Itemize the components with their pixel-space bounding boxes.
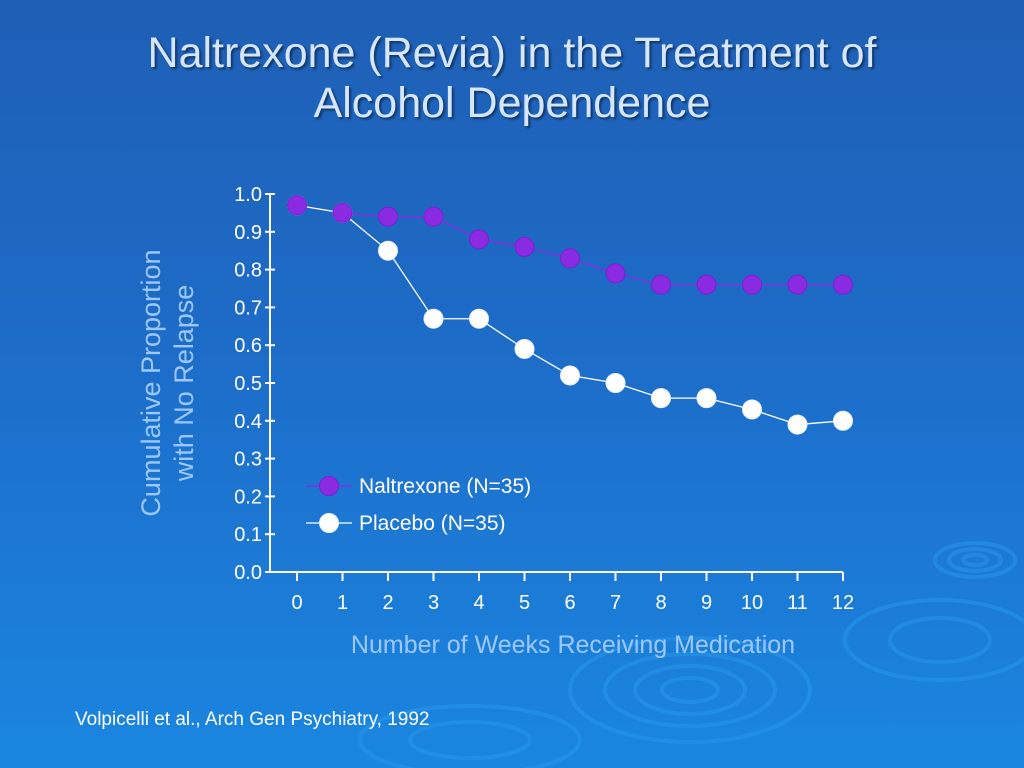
y-tick-label: 0.0 [234,562,262,584]
data-point-naltrexone [696,274,717,295]
x-tick-label: 12 [832,592,854,614]
data-point-placebo [469,308,489,329]
x-axis-title: Number of Weeks Receiving Medication [351,631,795,659]
data-point-naltrexone [560,248,580,269]
data-point-naltrexone [514,236,535,257]
data-point-placebo [696,388,717,409]
x-tick-label: 4 [473,592,484,614]
data-point-naltrexone [651,274,671,295]
y-tick-label: 1.0 [234,184,262,206]
data-point-naltrexone [332,202,353,223]
x-tick-label: 3 [428,592,439,614]
x-tick-label: 6 [564,592,575,614]
y-tick-label: 0.5 [234,373,262,395]
data-point-placebo [560,365,580,386]
x-tick-label: 8 [655,592,666,614]
y-axis-title: Cumulative Proportion with No Relapse [136,249,199,516]
legend-marker-placebo [319,513,339,533]
y-tick-label: 0.2 [234,486,262,508]
data-point-placebo [378,240,398,261]
y-tick-label: 0.6 [234,335,262,357]
y-tick-label: 0.3 [234,449,262,471]
data-point-naltrexone [742,274,762,295]
slide-title: Naltrexone (Revia) in the Treatment of A… [40,28,984,128]
x-tick-label: 0 [291,592,302,614]
x-tick-label: 7 [610,592,621,614]
title-line-1: Naltrexone (Revia) in the Treatment of [147,29,877,77]
data-point-placebo [742,399,762,420]
data-point-placebo [423,308,444,329]
x-tick-label: 2 [382,592,393,614]
x-tick-label: 1 [337,592,348,614]
data-point-placebo [514,338,535,359]
data-point-naltrexone [469,229,489,250]
data-point-placebo [833,410,853,431]
data-point-naltrexone [833,274,853,295]
data-point-naltrexone [378,206,398,227]
data-point-naltrexone [787,274,808,295]
y-axis-title-line: with No Relapse [169,285,199,483]
series-line-placebo [296,204,844,426]
legend-marker-naltrexone [319,476,339,496]
citation: Volpicelli et al., Arch Gen Psychiatry, … [75,709,430,730]
data-point-naltrexone [605,263,626,284]
data-point-placebo [787,414,808,435]
y-tick-label: 0.7 [234,297,262,319]
x-tick-label: 11 [787,592,808,614]
x-tick-label: 5 [519,592,530,614]
data-point-placebo [651,388,671,409]
y-tick-label: 0.1 [234,524,262,546]
y-axis-title-line: Cumulative Proportion [136,249,166,516]
legend-label-naltrexone: Naltrexone (N=35) [359,475,531,498]
y-tick-label: 0.4 [234,411,262,433]
y-tick-label: 0.8 [234,260,262,282]
title-line-2: Alcohol Dependence [313,79,711,127]
data-point-naltrexone [287,195,307,216]
legend-label-placebo: Placebo (N=35) [359,512,506,535]
relapse-survival-chart: 0.00.10.20.30.40.50.60.70.80.91.00 1 2 3 4 5 6… [136,184,854,659]
data-point-naltrexone [423,206,444,227]
data-point-placebo [605,373,626,393]
x-tick-label: 9 [701,592,712,614]
y-tick-label: 0.9 [234,222,262,244]
x-tick-label: 10 [741,592,763,614]
